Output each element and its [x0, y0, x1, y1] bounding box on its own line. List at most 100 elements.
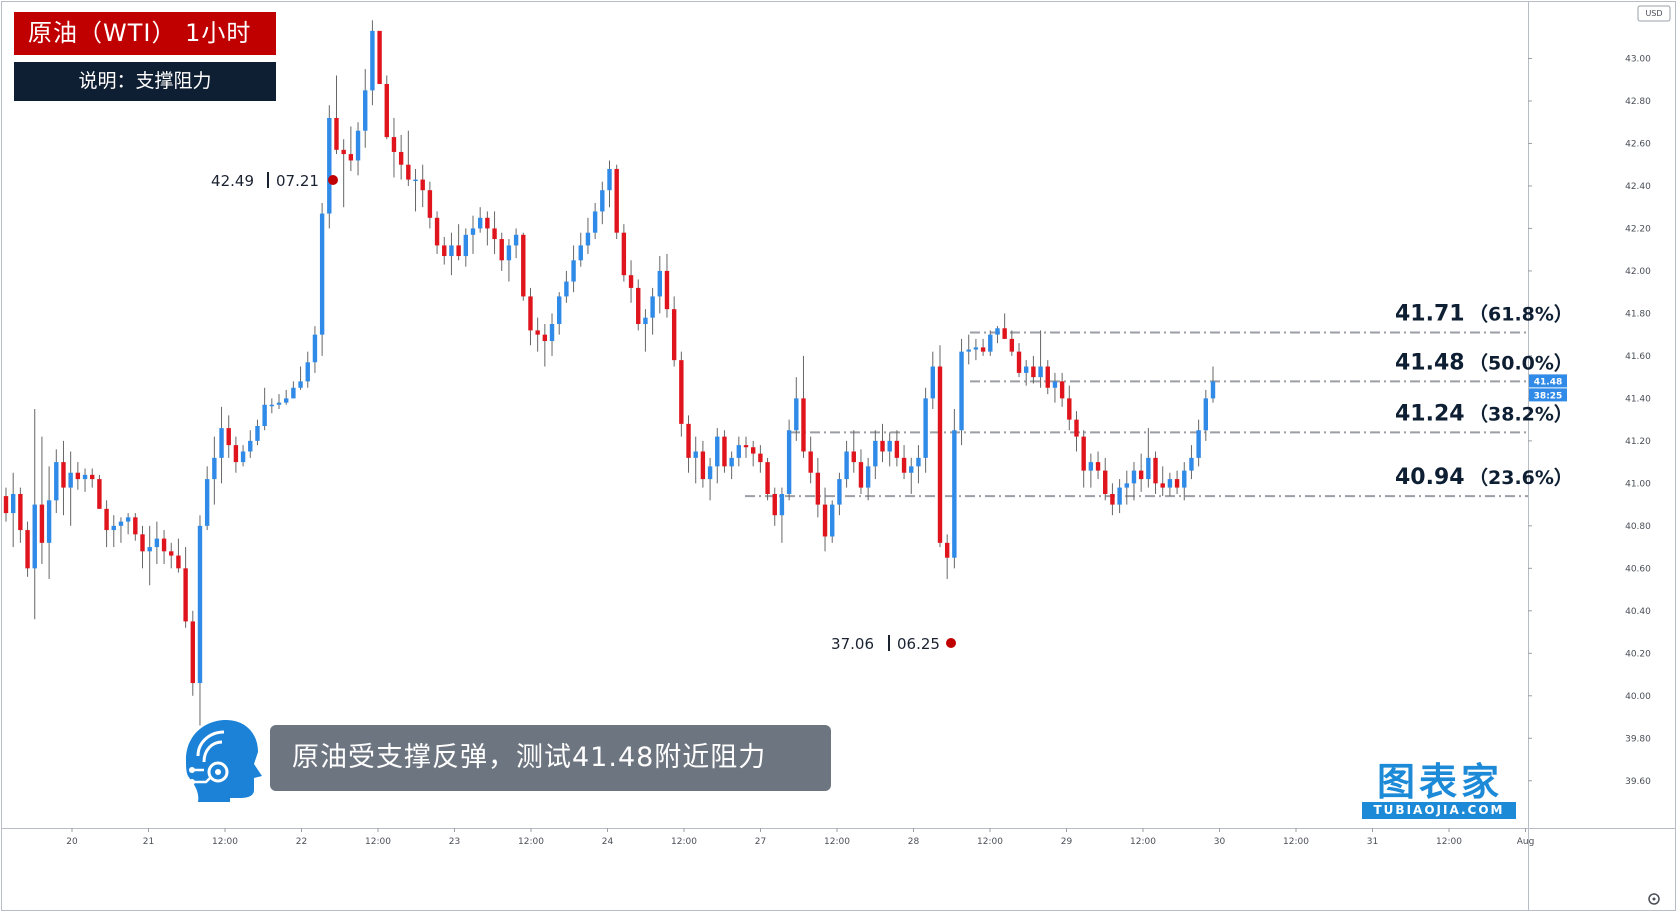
- candle-body: [765, 462, 770, 494]
- candle-body: [959, 351, 964, 431]
- candle-body: [901, 457, 907, 473]
- price-tick-label: 40.60: [1625, 564, 1651, 574]
- candle-body: [1024, 366, 1029, 373]
- candle-body: [305, 362, 310, 382]
- candle-body: [815, 472, 821, 505]
- candle-body: [1117, 487, 1122, 505]
- candle-body: [1016, 351, 1022, 373]
- candle-body: [54, 462, 59, 501]
- candle-body: [794, 398, 799, 431]
- current-price-label: 41.48: [1534, 377, 1562, 387]
- candle-body: [607, 168, 612, 191]
- candle-body: [801, 398, 806, 452]
- candle-body: [18, 493, 23, 531]
- candle-body: [97, 479, 102, 509]
- time-tick-label: 12:00: [977, 837, 1003, 847]
- candle-body: [628, 275, 634, 288]
- price-tick-label: 42.80: [1625, 97, 1651, 107]
- price-tick-label: 40.40: [1625, 607, 1651, 617]
- candle-body: [10, 493, 16, 514]
- candle-body: [298, 381, 303, 388]
- candle-body: [1146, 457, 1151, 480]
- candle-body: [916, 457, 921, 467]
- candle-body: [25, 530, 30, 569]
- candle-body: [1045, 366, 1050, 388]
- candle-body: [729, 457, 734, 467]
- time-tick-label: 12:00: [1436, 837, 1462, 847]
- candle-body: [1189, 457, 1194, 471]
- candle-body: [643, 317, 648, 325]
- candle-body: [707, 466, 713, 480]
- fib-price-label: 41.71: [1395, 302, 1465, 327]
- logo-main-text: 图表家: [1376, 760, 1503, 804]
- high-marker-dot: [328, 175, 338, 185]
- candle-body: [837, 479, 842, 505]
- candle-body: [988, 334, 993, 352]
- candle-body: [348, 154, 354, 161]
- candle-body: [736, 445, 742, 458]
- candle-body: [334, 117, 339, 150]
- candle-body: [966, 349, 971, 352]
- candle-body: [923, 398, 928, 458]
- candle-body: [679, 360, 684, 424]
- candle-body: [1059, 381, 1065, 399]
- price-axis: 43.00 42.80 42.60 42.40 42.20 42.00 41.80 41.60…: [1528, 5, 1671, 787]
- candle-body: [865, 466, 871, 488]
- price-tick-label: 41.60: [1625, 352, 1651, 362]
- fib-percent-label: （38.2%）: [1469, 402, 1573, 425]
- candle-body: [1067, 398, 1072, 420]
- time-tick-label: 12:00: [365, 837, 391, 847]
- candle-body: [219, 428, 224, 458]
- candle-body: [398, 151, 404, 165]
- price-tick-label: 42.40: [1625, 182, 1651, 192]
- candle-body: [269, 404, 275, 407]
- candle-body: [197, 525, 203, 684]
- candle-body: [319, 213, 325, 335]
- candle-body: [68, 472, 73, 488]
- logo-sub-text: TUBIAOJIA.COM: [1362, 802, 1516, 819]
- candle-body: [887, 440, 892, 452]
- candle-body: [952, 430, 957, 558]
- candle-body: [621, 232, 627, 276]
- candle-body: [212, 457, 217, 480]
- gear-ring: [1648, 893, 1660, 905]
- currency-box: [1637, 5, 1671, 22]
- candle-body: [355, 130, 361, 161]
- price-tick-label: 43.00: [1625, 54, 1651, 64]
- candles: [3, 20, 1216, 726]
- candle-body: [722, 436, 727, 467]
- low-marker-price: 37.06: [831, 635, 874, 653]
- price-tick-label: 40.20: [1625, 649, 1651, 659]
- candle-body: [140, 534, 145, 552]
- candle-body: [779, 493, 785, 516]
- candle-body: [1131, 470, 1137, 484]
- candle-body: [585, 232, 591, 246]
- candle-body: [442, 245, 447, 257]
- price-tick-label: 39.60: [1625, 777, 1651, 787]
- fib-percent-label: （23.6%）: [1469, 466, 1573, 489]
- candle-body: [82, 474, 88, 480]
- time-axis: 20 21 12:00 22 12:00 23 12:00 24 12:00 27 12:00 28 1…: [66, 828, 1534, 847]
- candle-body: [851, 451, 856, 463]
- candle-body: [147, 547, 152, 552]
- time-tick-label: 20: [66, 837, 78, 847]
- time-tick-label: 12:00: [1283, 837, 1309, 847]
- candle-body: [1052, 381, 1058, 388]
- candle-body: [995, 328, 1000, 335]
- candle-body: [930, 366, 936, 399]
- candle-body: [873, 440, 878, 467]
- fib-percent-label: （61.8%）: [1469, 303, 1573, 326]
- candle-body: [420, 179, 425, 191]
- price-tick-label: 41.40: [1625, 394, 1651, 404]
- price-tick-label: 42.60: [1625, 139, 1651, 149]
- candle-body: [657, 270, 662, 297]
- candle-body: [255, 425, 260, 441]
- candle-body: [650, 296, 655, 318]
- candle-body: [671, 309, 677, 361]
- time-tick-label: 12:00: [671, 837, 697, 847]
- settings-gear-icon[interactable]: [1648, 893, 1660, 905]
- candle-body: [786, 430, 792, 494]
- candle-body: [125, 517, 131, 522]
